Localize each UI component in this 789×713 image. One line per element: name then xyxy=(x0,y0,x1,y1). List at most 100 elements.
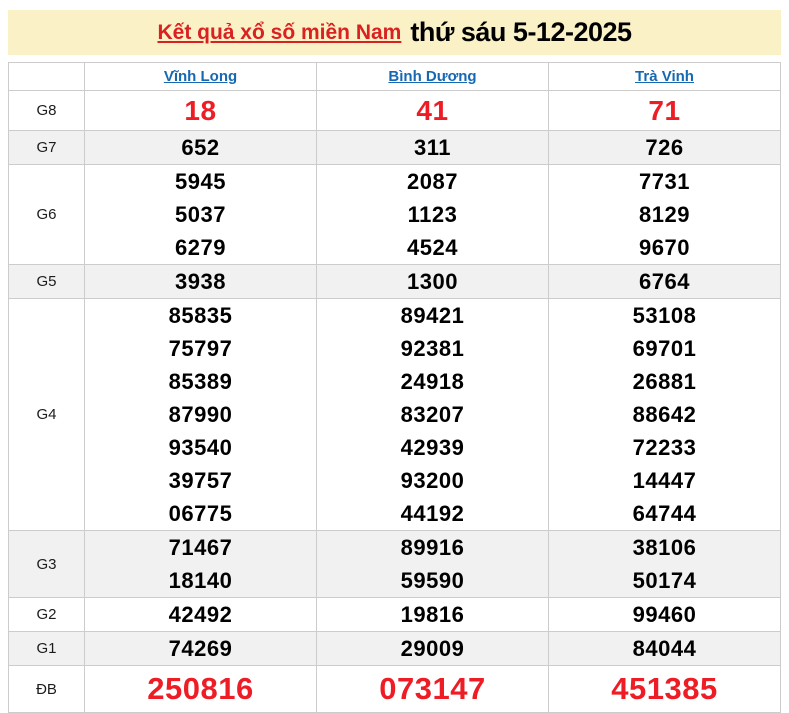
table-row: G8 18 41 71 xyxy=(8,90,781,131)
result-number: 6764 xyxy=(639,269,690,294)
result-number: 88642 xyxy=(632,402,697,427)
result-cell: 7731 8129 9670 xyxy=(548,164,781,265)
result-number: 5945 xyxy=(175,169,226,194)
result-cell: 71467 18140 xyxy=(84,530,317,598)
prize-label: G3 xyxy=(8,530,85,598)
result-number: 93540 xyxy=(168,435,233,460)
prize-label: G1 xyxy=(8,631,85,666)
result-number: 71 xyxy=(648,95,681,126)
result-number: 85389 xyxy=(168,369,233,394)
result-number: 89916 xyxy=(400,535,465,560)
result-cell: 451385 xyxy=(548,665,781,713)
table-row: G5 3938 1300 6764 xyxy=(8,264,781,299)
region-title-link[interactable]: Kết quả xổ số miền Nam xyxy=(157,20,402,44)
results-table: Vĩnh Long Bình Dương Trà Vinh G8 18 41 71 G7… xyxy=(8,62,781,713)
result-number: 84044 xyxy=(632,636,697,661)
result-cell: 38106 50174 xyxy=(548,530,781,598)
prize-label: G6 xyxy=(8,164,85,265)
draw-date: thứ sáu 5-12-2025 xyxy=(410,17,632,47)
result-cell: 2087 1123 4524 xyxy=(316,164,549,265)
result-number: 87990 xyxy=(168,402,233,427)
result-number: 53108 xyxy=(632,303,697,328)
table-row: ĐB 250816 073147 451385 xyxy=(8,665,781,713)
result-cell: 41 xyxy=(316,90,549,131)
result-cell: 42492 xyxy=(84,597,317,632)
result-number: 50174 xyxy=(632,568,697,593)
result-number: 4524 xyxy=(407,235,458,260)
prize-label: G8 xyxy=(8,90,85,131)
result-number: 1300 xyxy=(407,269,458,294)
result-cell: 89916 59590 xyxy=(316,530,549,598)
table-row: G3 71467 18140 89916 59590 38106 50174 xyxy=(8,530,781,598)
result-number: 89421 xyxy=(400,303,465,328)
result-number: 26881 xyxy=(632,369,697,394)
page-header: Kết quả xổ số miền Nam thứ sáu 5-12-2025 xyxy=(8,10,781,55)
result-number: 9670 xyxy=(639,235,690,260)
province-link-tra-vinh[interactable]: Trà Vinh xyxy=(635,67,694,85)
table-row: G7 652 311 726 xyxy=(8,130,781,165)
result-cell: 5945 5037 6279 xyxy=(84,164,317,265)
prize-label: G7 xyxy=(8,130,85,165)
result-number: 38106 xyxy=(632,535,697,560)
result-number: 652 xyxy=(181,135,220,160)
column-header-tra-vinh: Trà Vinh xyxy=(548,62,781,91)
result-cell: 1300 xyxy=(316,264,549,299)
table-row: G2 42492 19816 99460 xyxy=(8,597,781,632)
result-number: 18 xyxy=(184,95,217,126)
result-cell: 6764 xyxy=(548,264,781,299)
result-number: 44192 xyxy=(400,501,465,526)
result-cell: 99460 xyxy=(548,597,781,632)
column-header-vinh-long: Vĩnh Long xyxy=(84,62,317,91)
table-row: G4 85835 75797 85389 87990 93540 39757 06775 894… xyxy=(8,298,781,531)
result-number: 06775 xyxy=(168,501,233,526)
result-number: 5037 xyxy=(175,202,226,227)
result-cell: 311 xyxy=(316,130,549,165)
result-cell: 652 xyxy=(84,130,317,165)
table-header-row: Vĩnh Long Bình Dương Trà Vinh xyxy=(8,62,781,91)
result-number: 83207 xyxy=(400,402,465,427)
result-cell: 71 xyxy=(548,90,781,131)
result-cell: 726 xyxy=(548,130,781,165)
result-cell: 84044 xyxy=(548,631,781,666)
result-number: 311 xyxy=(414,135,451,160)
result-number: 19816 xyxy=(400,602,465,627)
prize-label: G5 xyxy=(8,264,85,299)
result-number: 39757 xyxy=(168,468,233,493)
result-number: 92381 xyxy=(400,336,465,361)
province-link-vinh-long[interactable]: Vĩnh Long xyxy=(163,67,238,85)
corner-cell xyxy=(8,62,85,91)
result-number: 7731 xyxy=(639,169,690,194)
result-number: 59590 xyxy=(400,568,465,593)
result-number: 18140 xyxy=(168,568,233,593)
result-number: 29009 xyxy=(400,636,465,661)
result-number: 69701 xyxy=(632,336,697,361)
table-row: G1 74269 29009 84044 xyxy=(8,631,781,666)
result-number: 8129 xyxy=(639,202,690,227)
result-number: 3938 xyxy=(175,269,226,294)
result-number: 41 xyxy=(416,95,449,126)
result-number: 1123 xyxy=(407,202,458,227)
result-cell: 85835 75797 85389 87990 93540 39757 06775 xyxy=(84,298,317,531)
prize-label: G4 xyxy=(8,298,85,531)
result-number: 6279 xyxy=(175,235,226,260)
result-cell: 53108 69701 26881 88642 72233 14447 64744 xyxy=(548,298,781,531)
province-link-binh-duong[interactable]: Bình Dương xyxy=(388,67,477,85)
table-row: G6 5945 5037 6279 2087 1123 4524 7731 8129 9670 xyxy=(8,164,781,265)
result-cell: 89421 92381 24918 83207 42939 93200 44192 xyxy=(316,298,549,531)
result-number: 72233 xyxy=(632,435,697,460)
prize-label: ĐB xyxy=(8,665,85,713)
result-number: 2087 xyxy=(407,169,458,194)
result-number: 74269 xyxy=(168,636,233,661)
result-number: 451385 xyxy=(611,671,718,706)
result-number: 71467 xyxy=(168,535,233,560)
result-cell: 29009 xyxy=(316,631,549,666)
column-header-binh-duong: Bình Dương xyxy=(316,62,549,91)
result-cell: 74269 xyxy=(84,631,317,666)
result-number: 85835 xyxy=(168,303,233,328)
result-number: 75797 xyxy=(168,336,233,361)
result-number: 073147 xyxy=(379,671,486,706)
result-cell: 073147 xyxy=(316,665,549,713)
result-cell: 19816 xyxy=(316,597,549,632)
result-number: 726 xyxy=(645,135,684,160)
result-number: 42492 xyxy=(168,602,233,627)
